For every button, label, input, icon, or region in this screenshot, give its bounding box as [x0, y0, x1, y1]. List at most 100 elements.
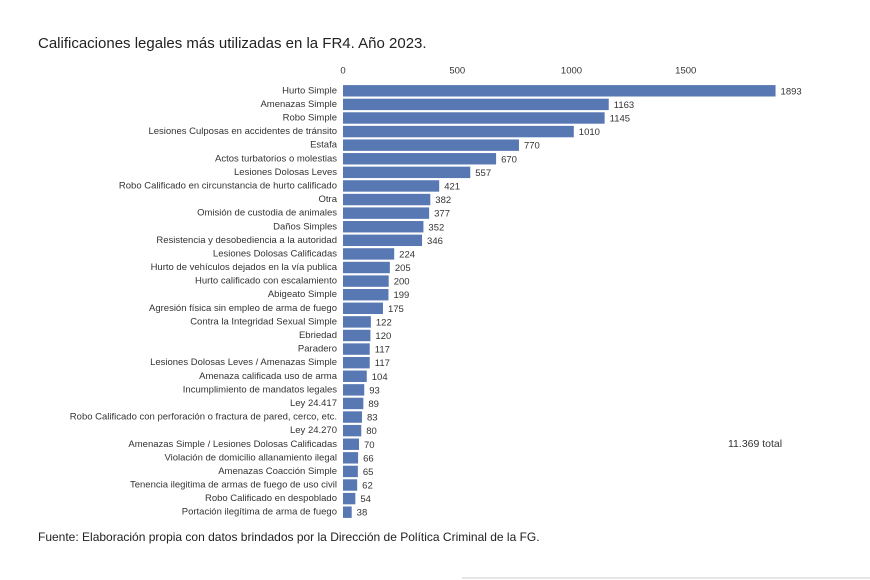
value-label: 120 [375, 331, 391, 342]
y-tick-label: Agresión física sin empleo de arma de fu… [149, 303, 337, 314]
value-label: 83 [367, 413, 378, 424]
bar [343, 85, 776, 97]
y-tick-label: Violación de domicilio allanamiento ileg… [164, 452, 337, 463]
bar [343, 506, 352, 518]
value-label: 557 [475, 168, 491, 179]
bar [343, 424, 362, 437]
bar [343, 329, 371, 342]
y-tick-label: Hurto Simple [282, 85, 337, 96]
bar [343, 112, 605, 124]
value-label: 670 [501, 154, 517, 165]
source: Fuente: Elaboración propia con datos bri… [38, 530, 540, 544]
value-label: 38 [357, 508, 368, 519]
value-label: 66 [363, 453, 374, 464]
bar [343, 234, 423, 247]
bar [343, 370, 367, 382]
value-label: 70 [364, 440, 375, 451]
value-label: 377 [434, 209, 450, 220]
y-tick-label: Estafa [310, 140, 338, 151]
value-label: 1145 [610, 114, 630, 125]
value-label: 205 [395, 263, 411, 274]
bar [343, 139, 519, 151]
y-tick-label: Amenazas Coacción Simple [218, 466, 337, 477]
y-tick-label: Daños Simples [273, 221, 337, 232]
value-label: 200 [394, 277, 410, 288]
y-tick-label: Lesiones Culposas en accidentes de tráns… [148, 126, 337, 137]
bar [343, 316, 371, 328]
value-label: 224 [399, 249, 415, 260]
value-label: 54 [360, 494, 371, 505]
bar [343, 153, 497, 165]
value-label: 93 [369, 385, 380, 396]
bar [343, 452, 359, 464]
bar [343, 438, 359, 450]
bar [343, 166, 471, 179]
chart-title: Calificaciones legales más utilizadas en… [38, 35, 427, 52]
y-tick-label: Actos turbatorios o molestias [215, 153, 337, 164]
value-label: 352 [428, 222, 444, 233]
bar [343, 288, 389, 301]
y-tick-label: Lesiones Dolosas Leves / Amenazas Simple [150, 357, 337, 368]
y-tick-label: Robo Calificado en despoblado [205, 493, 337, 504]
bar [343, 261, 390, 274]
value-label: 1010 [579, 127, 600, 138]
x-tick-label: 0 [340, 66, 345, 77]
value-label: 770 [524, 141, 540, 152]
value-label: 421 [444, 181, 460, 192]
bar [343, 98, 609, 111]
y-tick-label: Incumplimiento de mandatos legales [183, 384, 337, 395]
value-label: 175 [388, 304, 404, 315]
y-tick-label: Resistencia y desobediencia a la autorid… [156, 235, 337, 246]
value-label: 117 [375, 345, 390, 356]
y-tick-label: Portación ilegítima de arma de fuego [182, 507, 337, 518]
bar [343, 384, 365, 396]
y-tick-label: Omisión de custodia de animales [197, 208, 337, 219]
y-tick-label: Amenazas Simple / Lesiones Dolosas Calif… [128, 439, 337, 450]
bar [343, 356, 370, 369]
value-label: 382 [435, 195, 451, 206]
bar [343, 193, 431, 206]
bar [343, 397, 364, 410]
y-tick-label: Lesiones Dolosas Leves [234, 167, 337, 178]
value-label: 1163 [614, 100, 634, 111]
value-label: 1893 [781, 86, 802, 97]
value-label: 65 [363, 467, 374, 478]
y-tick-label: Lesiones Dolosas Calificadas [213, 248, 337, 259]
value-label: 104 [372, 372, 388, 383]
y-tick-label: Amenazas Simple [260, 99, 337, 110]
value-label: 62 [362, 481, 373, 492]
y-tick-label: Ley 24.270 [290, 425, 337, 436]
value-label: 122 [376, 317, 392, 328]
y-tick-label: Ley 24.417 [290, 398, 337, 409]
y-tick-label: Robo Simple [283, 113, 337, 124]
bar [343, 207, 430, 219]
bar [343, 465, 358, 478]
x-tick-label: 500 [449, 66, 465, 77]
value-label: 89 [368, 399, 379, 410]
bar [343, 221, 424, 233]
x-tick-label: 1000 [561, 66, 582, 77]
y-tick-label: Abigeato Simple [268, 289, 337, 300]
y-tick-label: Otra [319, 194, 338, 205]
bar [343, 248, 395, 260]
y-tick-label: Robo Calificado con perforación o fractu… [70, 412, 337, 423]
y-tick-label: Hurto de vehículos dejados en la vía pub… [151, 262, 338, 273]
value-label: 199 [393, 290, 409, 301]
y-tick-label: Tenencia ilegitima de armas de fuego de … [130, 480, 337, 491]
x-tick-label: 1500 [675, 66, 696, 77]
y-tick-label: Robo Calificado en circunstancia de hurt… [119, 180, 337, 191]
bar [343, 411, 362, 423]
bar [343, 125, 574, 138]
y-tick-label: Ebriedad [299, 330, 337, 341]
bar [343, 180, 440, 192]
y-tick-label: Paradero [298, 344, 337, 355]
bar [343, 275, 389, 287]
value-label: 117 [375, 358, 390, 369]
bar [343, 479, 358, 491]
value-label: 346 [427, 236, 443, 247]
bar [343, 302, 383, 315]
annotation: 11.369 total [728, 438, 782, 450]
y-tick-label: Amenaza calificada uso de arma [199, 371, 338, 382]
bar [343, 343, 370, 355]
